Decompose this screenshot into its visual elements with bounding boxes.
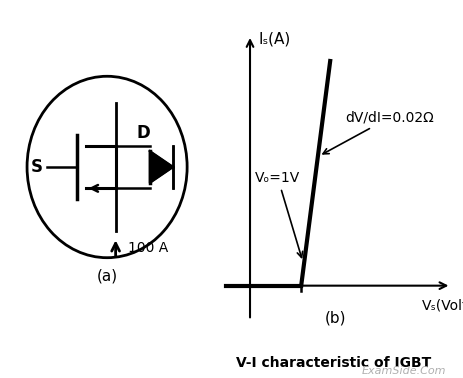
Text: S: S — [31, 158, 43, 176]
Text: (b): (b) — [324, 311, 345, 325]
Text: (a): (a) — [96, 268, 118, 284]
Text: 100 A: 100 A — [128, 241, 169, 255]
Text: D: D — [136, 124, 150, 142]
Text: Vₒ=1V: Vₒ=1V — [255, 171, 302, 257]
Text: V-I characteristic of IGBT: V-I characteristic of IGBT — [236, 356, 431, 370]
Text: Vₛ(Volt): Vₛ(Volt) — [421, 298, 463, 312]
Polygon shape — [150, 151, 173, 183]
Text: ExamSide.Com: ExamSide.Com — [361, 366, 445, 376]
Text: dV/dI=0.02Ω: dV/dI=0.02Ω — [322, 110, 433, 154]
Text: Iₛ(A): Iₛ(A) — [258, 32, 290, 47]
